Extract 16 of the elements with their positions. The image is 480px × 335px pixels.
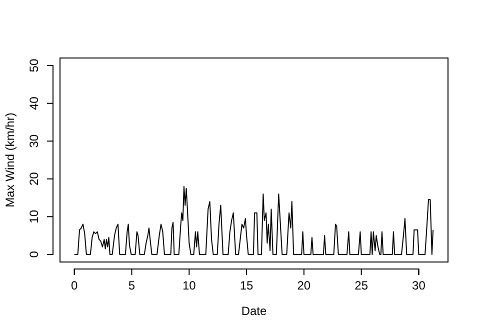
x-tick-label: 30 (412, 278, 426, 293)
y-tick-label: 10 (27, 210, 42, 224)
y-tick-label: 30 (27, 134, 42, 148)
x-tick-label: 25 (354, 278, 368, 293)
y-tick-label: 0 (27, 250, 42, 258)
x-tick-label: 0 (71, 278, 78, 293)
x-tick-label: 5 (128, 278, 136, 293)
line-series (74, 186, 434, 255)
x-tick-label: 20 (297, 278, 311, 293)
x-tick-label: 15 (240, 278, 254, 293)
x-tick-label: 10 (182, 278, 196, 293)
y-tick-label: 20 (27, 172, 42, 186)
x-axis-title: Date (241, 304, 267, 318)
y-tick-label: 50 (27, 58, 42, 72)
y-tick-label: 40 (27, 96, 42, 110)
y-axis-title: Max Wind (km/hr) (3, 112, 17, 208)
